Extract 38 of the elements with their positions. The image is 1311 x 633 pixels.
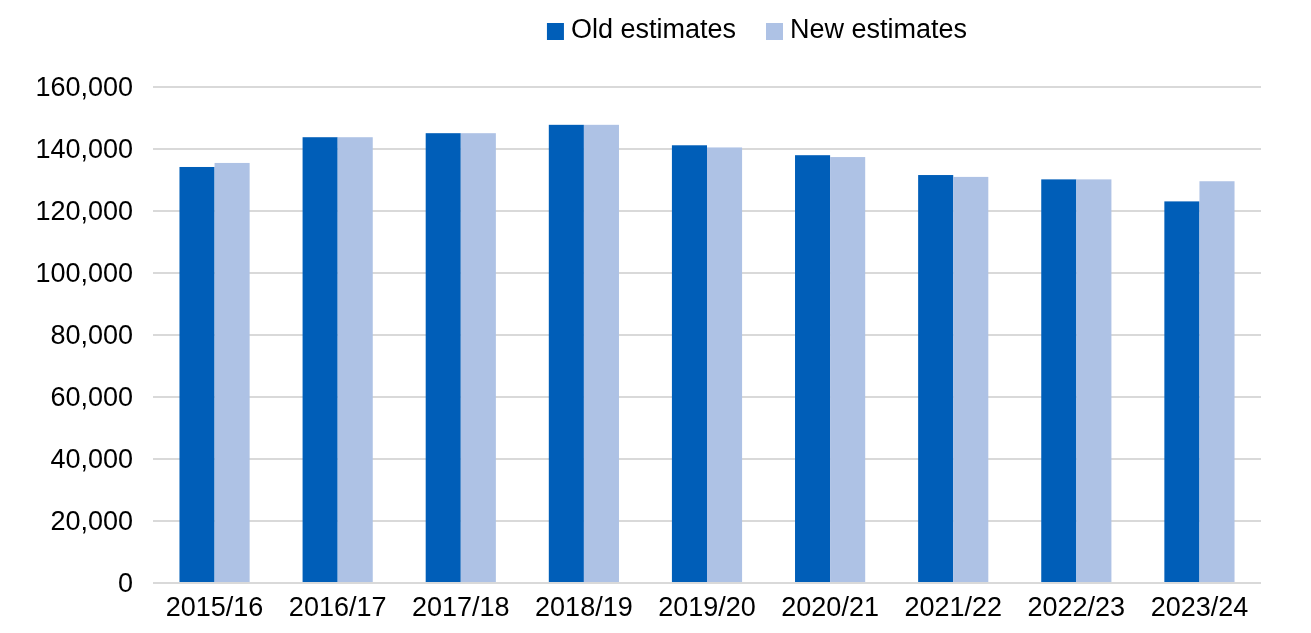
bar: [337, 137, 373, 583]
bar: [302, 137, 338, 583]
y-tick-label: 20,000: [50, 506, 133, 537]
bar: [1076, 179, 1112, 583]
bar: [214, 162, 250, 583]
bar: [795, 155, 831, 583]
bar: [425, 133, 461, 583]
bar: [1164, 201, 1200, 583]
legend-label: New estimates: [790, 14, 968, 44]
bar: [707, 147, 743, 583]
bar: [548, 124, 584, 583]
bar: [460, 133, 496, 583]
y-tick-label: 140,000: [35, 134, 133, 165]
bar: [918, 175, 954, 583]
legend-label: Old estimates: [570, 14, 736, 44]
bar: [953, 176, 989, 583]
y-tick-label: 160,000: [35, 72, 133, 103]
bar: [830, 157, 866, 583]
x-tick-label: 2016/17: [288, 592, 387, 623]
y-tick-label: 60,000: [50, 382, 133, 413]
bar: [1199, 181, 1235, 583]
x-tick-label: 2018/19: [535, 592, 633, 623]
x-tick-label: 2020/21: [781, 592, 879, 623]
x-tick-label: 2021/22: [904, 592, 1003, 623]
x-tick-label: 2017/18: [411, 592, 510, 623]
x-tick-label: 2015/16: [165, 592, 264, 623]
y-tick-label: 80,000: [50, 320, 133, 351]
y-tick-label: 100,000: [35, 258, 133, 289]
bar: [1041, 179, 1077, 583]
x-tick-label: 2023/24: [1150, 592, 1249, 623]
y-tick-label: 0: [117, 568, 133, 599]
y-tick-label: 120,000: [35, 196, 133, 227]
bar: [583, 124, 619, 583]
x-tick-label: 2022/23: [1027, 592, 1126, 623]
bar: [179, 166, 215, 583]
y-tick-label: 40,000: [50, 444, 133, 475]
bar: [671, 145, 707, 583]
x-tick-label: 2019/20: [658, 592, 756, 623]
